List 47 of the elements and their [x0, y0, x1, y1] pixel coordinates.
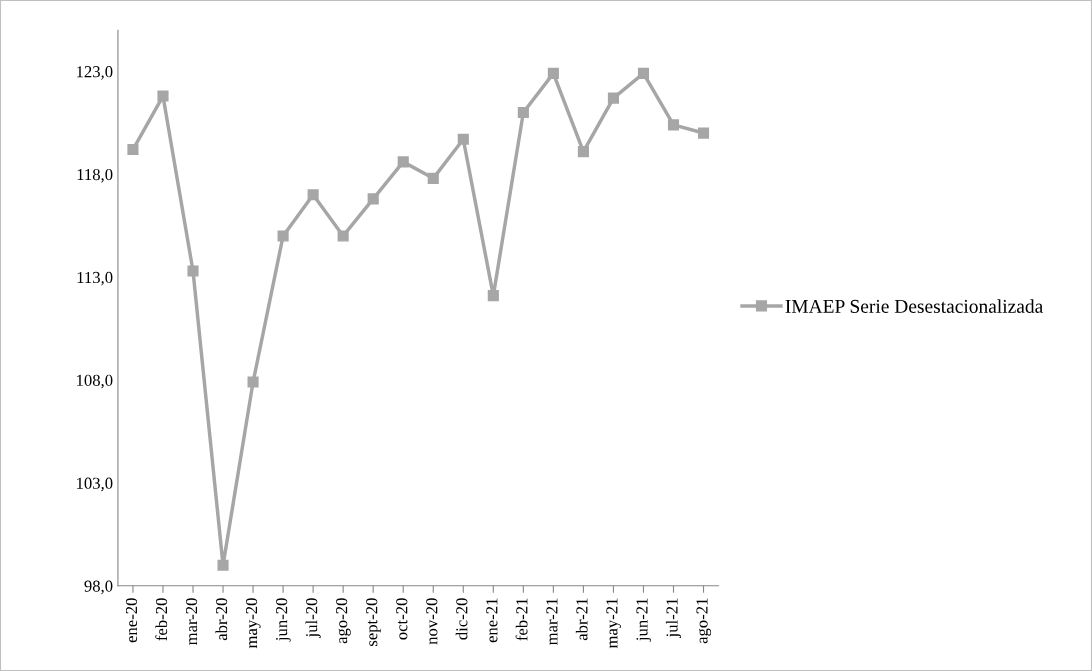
x-tick-label: jun-20	[276, 598, 291, 642]
point	[487, 290, 499, 302]
x-tick-label: jun-21	[636, 598, 652, 642]
x-tick-label: ene-20	[125, 598, 138, 643]
x-tick-label: jul-21	[665, 598, 682, 638]
point	[517, 106, 529, 119]
point	[187, 265, 199, 277]
x-tick-label: sept-20	[366, 598, 381, 646]
point	[367, 193, 379, 205]
x-tick-label: feb-20	[155, 598, 168, 641]
point	[427, 172, 439, 184]
x-tick-label: feb-21	[515, 598, 528, 641]
point	[667, 119, 680, 131]
point	[277, 230, 289, 242]
point	[697, 127, 710, 139]
legend-label: IMAEP Serie Desestacionalizada	[785, 299, 1043, 313]
x-tick-label: jul-20	[305, 598, 321, 638]
x-tick-label: ago-21	[696, 598, 712, 644]
x-tick-label: dic-20	[455, 598, 468, 640]
point	[247, 376, 259, 388]
point	[577, 146, 589, 158]
point	[547, 67, 559, 79]
x-tick-label: abr-20	[215, 598, 228, 641]
point	[157, 90, 169, 102]
point	[607, 92, 619, 104]
y-tick-label: 123,0	[77, 66, 113, 80]
point	[397, 156, 409, 168]
y-tick-label: 108,0	[77, 374, 113, 389]
point	[337, 230, 349, 242]
x-tick-label: may-21	[606, 598, 621, 649]
point	[217, 559, 229, 571]
x-tick-label: may-20	[245, 598, 261, 649]
y-tick-label: 103,0	[77, 477, 113, 492]
x-tick-label: mar-20	[185, 598, 198, 646]
x-tick-label: mar-21	[546, 598, 558, 646]
x-tick-label: ene-21	[486, 598, 498, 643]
x-tick-label: abr-21	[575, 598, 588, 641]
x-tick-label: ago-20	[336, 598, 351, 644]
point	[307, 189, 319, 201]
y-tick-label: 98,0	[84, 580, 113, 595]
y-tick-label: 113,0	[77, 271, 113, 286]
y-tick-label: 118,0	[77, 168, 113, 183]
point	[457, 133, 469, 145]
point	[127, 143, 139, 156]
x-tick-label: nov-20	[426, 598, 438, 645]
point	[637, 67, 650, 79]
x-tick-label: oct-20	[396, 598, 408, 640]
